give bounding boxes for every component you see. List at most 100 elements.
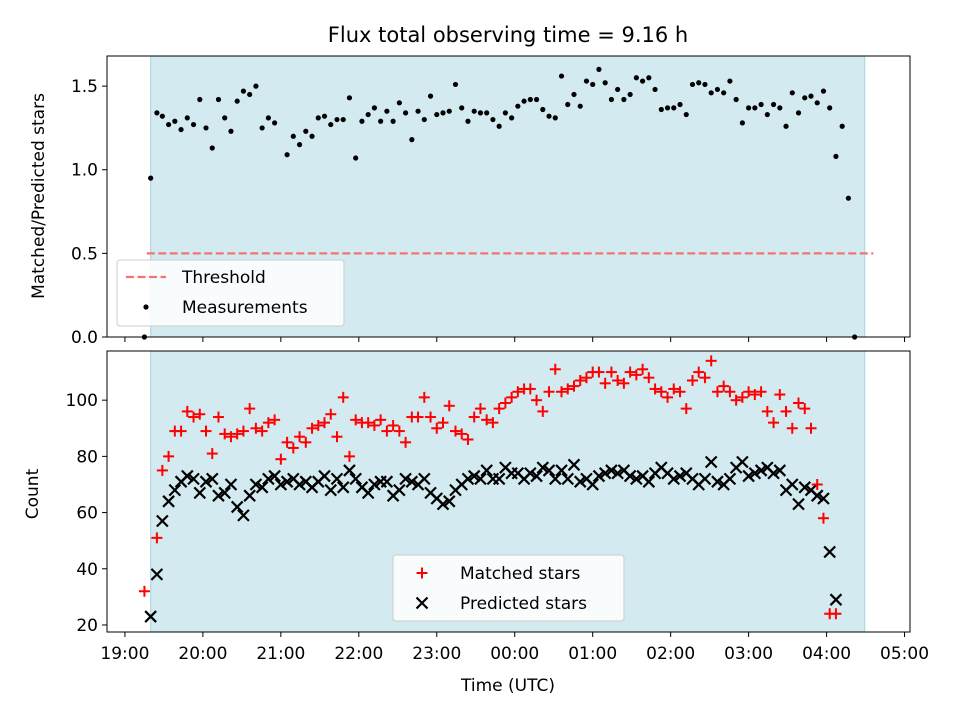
predicted-star-point	[642, 475, 656, 488]
measurement-point	[596, 66, 602, 72]
measurement-point	[371, 105, 378, 111]
predicted-star-point	[673, 469, 687, 483]
measurement-point	[602, 80, 608, 86]
marker-d2	[586, 478, 599, 491]
measurement-point	[496, 123, 502, 129]
measurement-point	[234, 98, 240, 104]
predicted-star-point	[212, 489, 225, 502]
y-tick-label: 80	[76, 447, 98, 467]
marker-d2	[580, 472, 593, 486]
measurement-point	[222, 115, 228, 121]
predicted-star-point	[567, 458, 581, 472]
marker-d2	[723, 472, 737, 486]
marker-d2	[168, 483, 182, 497]
matched-star-point	[668, 383, 680, 395]
predicted-star-point	[361, 486, 375, 500]
matched-star-point	[499, 397, 511, 409]
measurement-point	[758, 101, 764, 108]
measurement-point	[845, 195, 852, 201]
matched-star-point	[817, 512, 829, 524]
measurement-point	[253, 83, 259, 89]
matched-star-point	[225, 431, 237, 443]
matched-star-point	[175, 425, 187, 437]
predicted-star-point	[561, 472, 575, 486]
marker-d2	[736, 455, 749, 469]
marker-d2	[399, 472, 412, 486]
measurement-point	[770, 101, 777, 108]
matched-star-point	[337, 391, 349, 403]
predicted-star-point	[530, 469, 543, 483]
predicted-star-point	[368, 478, 381, 491]
measurement-point	[209, 145, 215, 151]
predicted-star-point	[336, 481, 350, 494]
predicted-star-point	[268, 469, 281, 483]
marker-d2	[817, 492, 830, 505]
measurement-point	[465, 118, 471, 124]
matched-star-point	[730, 394, 742, 406]
matched-star-point	[331, 431, 343, 443]
matched-star-point	[350, 414, 362, 426]
marker-d2	[536, 461, 550, 474]
matched-star-point	[244, 403, 256, 415]
measurement-point	[515, 103, 521, 109]
measurement-point	[764, 111, 770, 118]
marker-d2	[193, 486, 207, 500]
measurement-point	[178, 126, 184, 133]
matched-star-point	[287, 442, 299, 454]
matched-star-point	[325, 408, 337, 420]
predicted-star-point	[262, 472, 275, 486]
measurement-point	[259, 125, 265, 131]
matched-star-point	[493, 403, 505, 415]
measurement-point	[459, 105, 465, 111]
matched-star-point	[443, 400, 455, 412]
predicted-star-point	[274, 478, 288, 491]
marker-d2	[187, 472, 200, 486]
measurement-point	[490, 116, 496, 123]
predicted-star-point	[798, 481, 812, 494]
matched-star-point	[705, 355, 717, 367]
x-tick-label: 05:00	[880, 644, 929, 664]
marker-d2	[224, 478, 238, 491]
matched-star-point	[219, 428, 231, 440]
measurement-point	[621, 96, 627, 103]
matched-star-point	[206, 448, 218, 460]
matched-star-point	[574, 375, 586, 387]
predicted-star-point	[667, 472, 681, 486]
predicted-star-point	[393, 483, 406, 497]
predicted-star-point	[399, 472, 412, 486]
legend-matched-swatch	[416, 567, 428, 579]
marker-d2	[761, 461, 774, 474]
measurement-point	[172, 118, 178, 124]
matched-star-point	[599, 377, 611, 389]
marker-d2	[704, 455, 718, 469]
measurement-point	[627, 91, 633, 98]
top-panel: 0.0 0.5 1.0 1.5 Matched/Predicted stars Thr…	[29, 55, 911, 348]
marker-d2	[623, 469, 637, 483]
measurement-point	[552, 115, 558, 121]
legend-predicted-swatch	[415, 596, 429, 610]
matched-star-point	[680, 403, 692, 415]
measurement-point	[783, 123, 789, 129]
matched-star-point	[805, 422, 817, 434]
matched-star-point	[568, 380, 580, 392]
predicted-star-point	[605, 464, 618, 477]
predicted-star-point	[330, 472, 344, 486]
matched-star-point	[605, 366, 617, 378]
x-tick-label: 04:00	[802, 644, 851, 664]
marker-d2	[424, 486, 437, 500]
predicted-star-point	[524, 466, 537, 480]
measurement-point	[247, 91, 253, 98]
x-tick-label: 23:00	[412, 644, 461, 664]
predicted-star-point	[792, 497, 805, 511]
top-y-axis: 0.0 0.5 1.0 1.5	[71, 77, 107, 348]
matched-star-point	[462, 434, 474, 446]
x-tick-label: 01:00	[568, 644, 617, 664]
marker-d2	[605, 464, 618, 477]
marker-d2	[542, 464, 556, 477]
marker-d2	[698, 472, 712, 486]
marker-d2	[686, 472, 699, 486]
matched-star-point	[400, 436, 412, 448]
matched-star-point	[181, 405, 193, 417]
marker-d2	[530, 469, 543, 483]
bottom-legend: Matched stars Predicted stars	[392, 554, 625, 622]
